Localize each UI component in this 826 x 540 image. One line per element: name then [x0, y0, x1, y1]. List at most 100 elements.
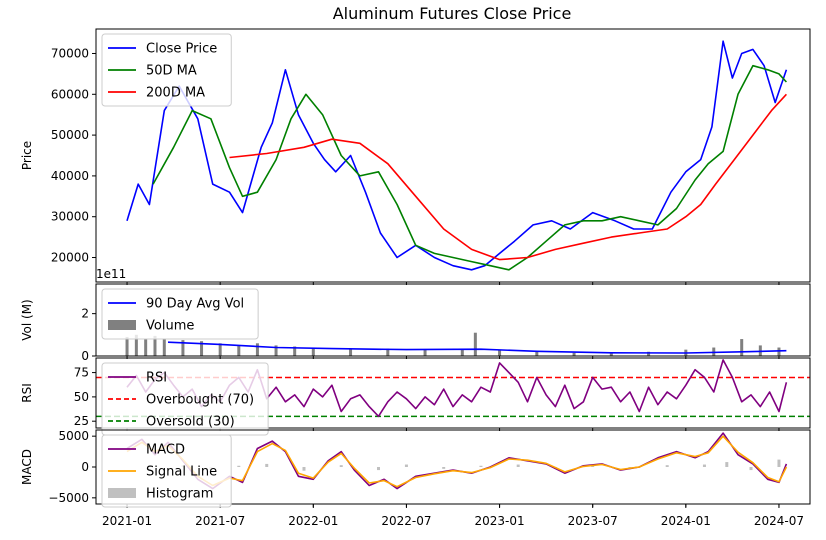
y-tick-label: 40000 [51, 169, 89, 183]
legend-label: Oversold (30) [146, 415, 235, 430]
x-tick-label: 2022-07 [381, 514, 431, 528]
legend-label: 50D MA [146, 64, 197, 79]
y-axis-label: MACD [20, 449, 34, 485]
bar [293, 346, 297, 356]
bar [376, 467, 380, 471]
legend: 90 Day Avg Vol Volume [101, 288, 259, 340]
legend-label: 90 Day Avg Vol [146, 297, 244, 312]
series-line [126, 40, 788, 271]
y-axis-label: Vol (M) [20, 299, 34, 340]
bar [265, 463, 269, 467]
bar [535, 351, 539, 356]
bar [404, 464, 408, 467]
y-tick-label: −5000 [48, 491, 89, 505]
x-tick-label: 2022-01 [288, 514, 338, 528]
bar [349, 348, 353, 356]
legend-label: RSI [146, 371, 167, 386]
bar [274, 345, 278, 356]
bar [423, 349, 427, 356]
series-line [167, 341, 787, 354]
volume-panel: 0 2 Vol (M) 90 Day Avg Vol Volume [20, 283, 811, 363]
bar [498, 349, 502, 356]
plot-area [125, 332, 787, 356]
legend-label: Close Price [146, 42, 217, 57]
bar [134, 334, 138, 356]
legend-box [101, 33, 232, 107]
bar [572, 352, 576, 356]
legend: MACD Signal Line Histogram [101, 434, 232, 508]
bar [237, 345, 241, 356]
y-tick-label: 5000 [58, 429, 89, 443]
bar [144, 339, 148, 356]
bar [442, 467, 446, 469]
series-line [229, 93, 787, 261]
plot-area [126, 40, 788, 271]
bar [218, 343, 222, 356]
panel-frame [95, 429, 811, 505]
bar [255, 343, 259, 356]
y-tick-label: 70000 [51, 46, 89, 60]
y-tick-label: 25 [74, 414, 89, 428]
bar [609, 352, 613, 356]
bar [460, 349, 464, 356]
bar [479, 465, 483, 467]
panel-frame [95, 357, 811, 429]
x-tick-label: 2023-07 [568, 514, 618, 528]
bar [749, 467, 753, 471]
bar [311, 347, 315, 356]
y-tick-label: 20000 [51, 251, 89, 265]
bar [740, 339, 744, 356]
bar [702, 464, 706, 467]
bar [473, 332, 477, 356]
chart-title: Aluminum Futures Close Price [333, 4, 572, 23]
bar [302, 467, 306, 471]
x-axis-bottom: 2021-01 2021-07 2022-01 2022-07 2023-01 … [102, 504, 804, 528]
y-tick-label: 0 [81, 349, 89, 363]
y-axis-label: Price [20, 141, 34, 170]
y-tick-label: 0 [81, 460, 89, 474]
y-tick-label: 2 [81, 307, 89, 321]
y-tick-label: 60000 [51, 87, 89, 101]
price-offset-text: 1e11 [96, 267, 126, 281]
legend-label: Overbought (70) [146, 393, 254, 408]
legend: RSI Overbought (70) Oversold (30) [101, 362, 269, 436]
y-tick-label: 50000 [51, 128, 89, 142]
macd-panel: −5000 0 5000 MACD MACD Signal Line Histogram [20, 429, 811, 508]
x-tick-label: 2021-07 [195, 514, 245, 528]
y-tick-label: 75 [74, 366, 89, 380]
bar [665, 465, 669, 467]
legend-label: Histogram [146, 487, 213, 502]
legend-label: MACD [146, 443, 185, 458]
price-panel: 1e11 20000 30000 40000 50000 60000 70000 Price… [20, 28, 811, 285]
bar [386, 348, 390, 356]
legend: Close Price 50D MA 200D MA [101, 33, 232, 107]
bar [181, 340, 185, 356]
bar [125, 336, 129, 356]
bar [647, 351, 651, 356]
y-tick-label: 30000 [51, 210, 89, 224]
bar [153, 335, 157, 356]
y-tick-label: 50 [74, 390, 89, 404]
bar [162, 339, 166, 356]
x-tick-label: 2023-01 [474, 514, 524, 528]
bar [777, 459, 781, 467]
bar [200, 341, 204, 356]
x-tick-label: 2024-01 [661, 514, 711, 528]
x-tick-label: 2021-01 [102, 514, 152, 528]
legend-swatch [108, 320, 136, 330]
x-tick-label: 2024-07 [754, 514, 804, 528]
panel-frame [95, 28, 811, 283]
rsi-panel: 25 50 75 RSI RSI Overbought (70) Oversold (30) [20, 357, 811, 436]
legend-label: 200D MA [146, 86, 205, 101]
bar [725, 462, 729, 467]
bar [516, 464, 520, 467]
y-axis-label: RSI [20, 383, 34, 403]
panel-frame [95, 283, 811, 357]
legend-box [101, 288, 259, 340]
legend-label: Volume [146, 319, 194, 334]
legend-swatch [108, 488, 136, 498]
series-line [152, 64, 787, 271]
bar [339, 465, 343, 467]
legend-label: Signal Line [146, 465, 217, 480]
